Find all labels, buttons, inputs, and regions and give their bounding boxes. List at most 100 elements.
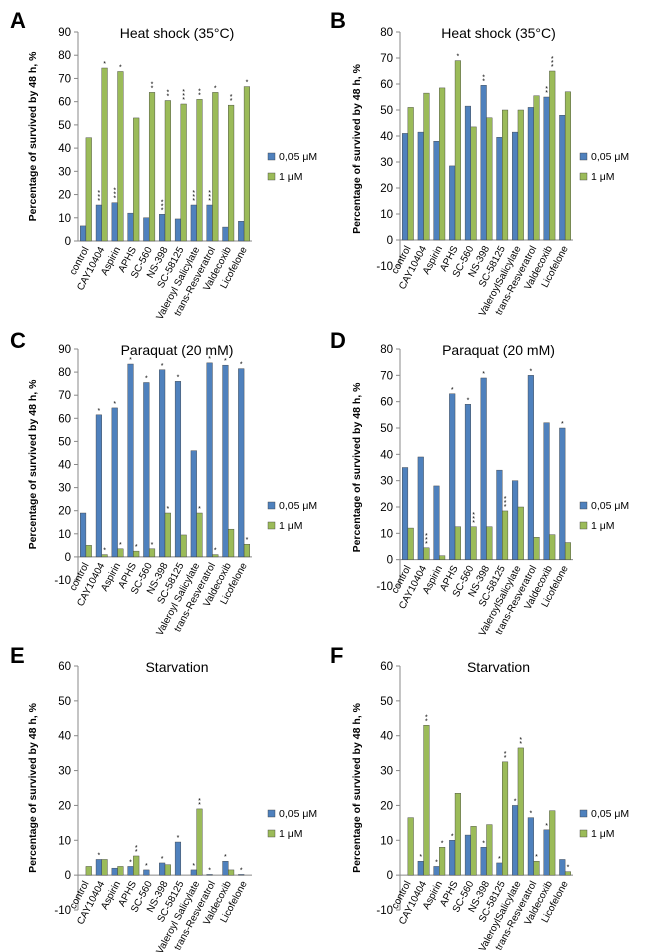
significance-mark: * (177, 374, 180, 381)
bar-005uM (496, 469, 503, 560)
chart-title: Paraquat (20 mM) (442, 342, 555, 358)
y-tick-label: 10 (380, 209, 393, 221)
bar-005uM (111, 202, 118, 242)
significance-mark: * (98, 194, 101, 201)
bar-1uM (407, 107, 414, 241)
y-tick-label: 0 (65, 236, 71, 248)
y-tick-label: 80 (58, 50, 71, 62)
significance-mark: * (151, 542, 154, 549)
bar-1uM (101, 554, 108, 558)
bar-005uM (512, 131, 519, 241)
bar-005uM (527, 107, 534, 241)
y-tick-label: 30 (380, 766, 393, 778)
chart-panel-e: E Starvation Percentage of survived by 48 … (10, 643, 317, 952)
significance-mark: * (113, 401, 116, 408)
significance-mark: * (425, 537, 428, 544)
bar-1uM (117, 866, 124, 876)
significance-mark: * (504, 755, 507, 762)
significance-mark: * (166, 506, 169, 513)
bar-1uM (212, 92, 219, 242)
significance-mark: * (425, 533, 428, 540)
bar-1uM (486, 526, 493, 560)
significance-mark: * (119, 542, 122, 549)
y-axis-label: Percentage of survived by 48 h, % (351, 63, 363, 233)
significance-mark: * (498, 856, 501, 863)
legend-label: 1 μM (591, 171, 615, 183)
bar-005uM (206, 204, 213, 242)
panel-letter: B (330, 8, 346, 33)
bar-005uM (80, 225, 87, 242)
significance-mark: * (482, 78, 485, 85)
bar-005uM (464, 105, 471, 241)
significance-mark: * (472, 512, 475, 519)
y-tick-label: 10 (380, 835, 393, 847)
y-tick-label: 50 (58, 436, 71, 448)
significance-mark: * (151, 81, 154, 88)
bar-005uM (527, 375, 534, 560)
significance-mark: * (161, 856, 164, 863)
bar-1uM (502, 510, 509, 560)
panel-letter: C (10, 328, 26, 353)
bar-005uM (238, 874, 245, 876)
bar-1uM (517, 506, 524, 560)
significance-mark: * (519, 741, 522, 748)
chart-title: Heat shock (35°C) (441, 25, 556, 41)
bar-005uM (559, 114, 566, 241)
bar-005uM (480, 847, 487, 876)
y-tick-label: 20 (380, 800, 393, 812)
bar-1uM (564, 871, 571, 876)
significance-mark: * (482, 74, 485, 81)
legend-label: 0,05 μM (591, 808, 629, 820)
bar-1uM (407, 817, 414, 876)
y-tick-label: 40 (380, 449, 393, 461)
bar-005uM (496, 137, 503, 241)
bar-1uM (470, 526, 477, 560)
significance-mark: * (425, 718, 428, 725)
significance-mark: * (135, 849, 138, 856)
bar-005uM (464, 404, 471, 560)
significance-mark: * (514, 798, 517, 805)
bar-1uM (101, 859, 108, 876)
bar-005uM (527, 817, 534, 876)
significance-mark: * (177, 835, 180, 842)
legend-swatch (267, 809, 276, 818)
bar-1uM (502, 109, 509, 241)
bar-1uM (502, 761, 509, 876)
y-tick-label: 30 (58, 483, 71, 495)
y-tick-label: 20 (380, 502, 393, 514)
bar-1uM (423, 547, 430, 560)
significance-mark: * (182, 89, 185, 96)
legend-swatch (579, 809, 588, 818)
legend-label: 1 μM (591, 828, 615, 840)
chart-title: Starvation (145, 659, 208, 675)
bar-005uM (143, 382, 150, 558)
panel-letter: E (10, 643, 25, 668)
bar-005uM (496, 862, 503, 876)
bar-1uM (533, 861, 540, 876)
chart-panel-b: B Heat shock (35°C) Percentage of survived… (330, 8, 629, 318)
significance-mark: * (135, 845, 138, 852)
bar-1uM (470, 826, 477, 876)
bar-005uM (238, 221, 245, 242)
bar-1uM (148, 548, 156, 558)
bar-005uM (190, 869, 197, 876)
significance-mark: * (198, 92, 201, 99)
significance-mark: * (224, 854, 227, 861)
bar-1uM (133, 117, 140, 242)
significance-mark: * (208, 194, 211, 201)
bar-005uM (159, 862, 166, 876)
significance-mark: * (161, 207, 164, 214)
significance-mark: * (425, 714, 428, 721)
chart-panel-d: D Paraquat (20 mM) Percentage of survived … (330, 328, 629, 638)
bar-1uM (196, 512, 203, 558)
y-tick-label: 40 (58, 460, 71, 472)
legend-label: 1 μM (279, 171, 303, 183)
significance-mark: * (182, 97, 185, 104)
bar-005uM (512, 805, 519, 876)
legend-label: 1 μM (591, 520, 615, 532)
bar-1uM (549, 810, 556, 876)
significance-mark: * (166, 94, 169, 101)
bar-1uM (423, 725, 430, 876)
bar-1uM (486, 117, 493, 241)
legend-swatch (267, 829, 276, 838)
